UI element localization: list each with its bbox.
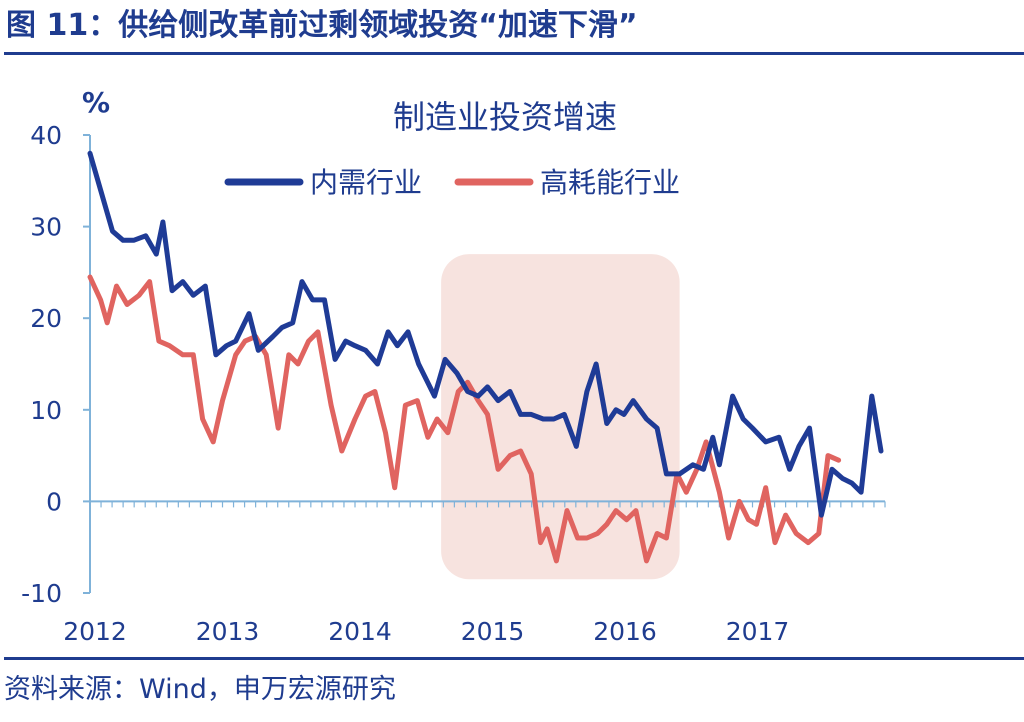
y-tick-label: 10 xyxy=(30,396,62,425)
line-chart: -10 0 10 20 30 40 2012 2013 2014 2015 2016 2017 内需行… xyxy=(21,86,886,646)
figure-title: 图 11：供给侧改革前过剩领域投资“加速下滑” xyxy=(6,8,638,43)
axes-layer: -10 0 10 20 30 40 2012 2013 2014 2015 2016 2017 xyxy=(21,121,886,646)
x-tick-label: 2014 xyxy=(328,617,392,646)
y-tick-label: 0 xyxy=(46,487,62,516)
x-tick-label: 2013 xyxy=(196,617,260,646)
y-tick-label: 20 xyxy=(30,304,62,333)
legend-label: 高耗能行业 xyxy=(540,166,680,199)
x-tick-label: 2017 xyxy=(726,617,790,646)
source-note: 资料来源：Wind，申万宏源研究 xyxy=(4,674,396,705)
title-divider xyxy=(4,52,1024,55)
y-unit-label: % xyxy=(82,86,110,119)
y-tick-label: -10 xyxy=(21,579,62,608)
legend: 内需行业 高耗能行业 xyxy=(224,166,680,199)
x-tick-label: 2016 xyxy=(593,617,657,646)
legend-label: 内需行业 xyxy=(310,166,422,199)
y-tick-label: 40 xyxy=(30,121,62,150)
x-tick-label: 2015 xyxy=(461,617,525,646)
x-tick-label: 2012 xyxy=(63,617,127,646)
series-line-0 xyxy=(87,150,884,518)
source-divider xyxy=(4,657,1024,660)
chart-title: 制造业投资增速 xyxy=(393,98,617,136)
series-layer xyxy=(87,150,884,564)
y-tick-label: 30 xyxy=(30,213,62,242)
